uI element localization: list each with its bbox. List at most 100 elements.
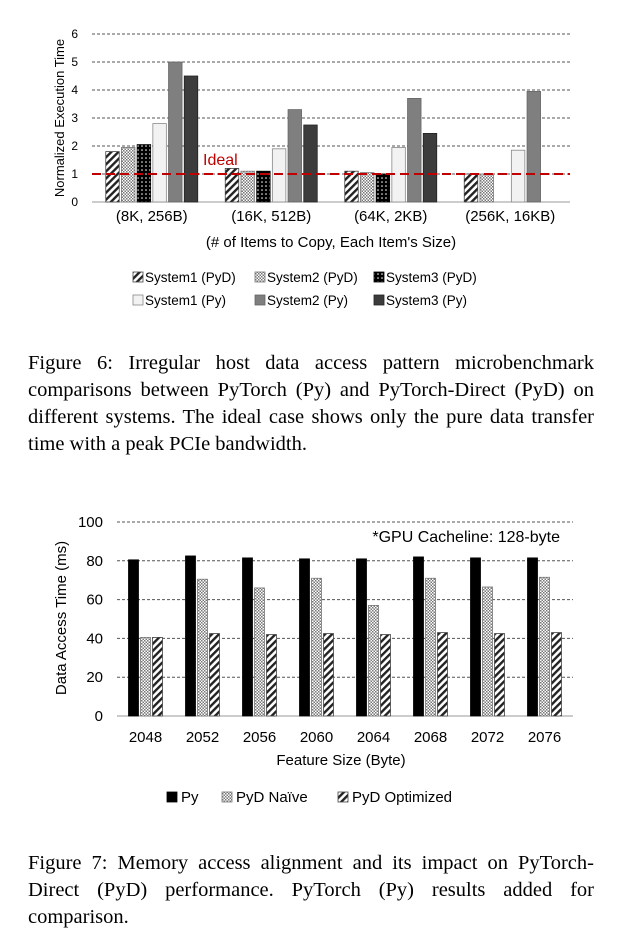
x-tick-label: 2064	[357, 729, 390, 746]
bar	[140, 637, 151, 717]
legend-swatch	[373, 271, 385, 283]
legend-label: System1 (PyD)	[145, 270, 236, 285]
bar	[105, 151, 120, 203]
y-tick-label: 60	[86, 592, 103, 609]
x-tick-label: 2056	[243, 729, 276, 746]
bar	[224, 167, 240, 203]
y-tick-label: 0	[95, 708, 103, 725]
bar	[356, 558, 367, 717]
x-tick-label: (16K, 512B)	[231, 208, 311, 225]
legend-swatch	[132, 271, 144, 283]
bar	[128, 559, 139, 717]
x-tick-label: 2072	[471, 729, 504, 746]
bar	[437, 632, 448, 717]
bar	[551, 632, 562, 717]
bar	[256, 170, 271, 203]
x-tick-label: (256K, 16KB)	[465, 208, 555, 225]
x-tick-labels: 2048 2052 2056 2060 2064 2068 2072 2076	[129, 729, 561, 746]
legend-swatch	[166, 791, 178, 803]
bar	[380, 634, 391, 717]
bar	[168, 61, 183, 203]
y-tick-label: 20	[86, 669, 103, 686]
legend-label: System3 (PyD)	[386, 270, 477, 285]
bar-marks	[105, 61, 541, 203]
legend-swatch	[373, 294, 385, 306]
bar	[183, 75, 199, 203]
x-tick-label: 2060	[300, 729, 333, 746]
y-tick-label: 3	[71, 111, 78, 125]
bar	[407, 98, 422, 203]
x-tick-label: (8K, 256B)	[116, 208, 188, 225]
bar	[323, 633, 334, 717]
bar	[526, 91, 541, 203]
y-tick-label: 100	[78, 514, 103, 531]
bar	[299, 558, 310, 717]
legend-label: System2 (Py)	[267, 293, 348, 308]
legend-label: Py	[181, 789, 199, 806]
bar	[463, 173, 479, 203]
figure-6-chart: 0 1 2 3 4 5 6 Ideal (8K, 256B) (16K, 512B) (64K,…	[52, 27, 570, 308]
legend-swatch	[254, 294, 266, 306]
y-axis-title: Data Access Time (ms)	[53, 541, 70, 695]
figure-6-caption: Figure 6: Irregular host data access pat…	[28, 352, 594, 455]
bar	[242, 557, 253, 717]
bar	[197, 578, 208, 717]
bar	[479, 173, 494, 203]
bar	[510, 149, 526, 203]
bar	[152, 123, 167, 203]
y-tick-labels: 0 20 40 60 80 100	[78, 514, 103, 725]
bar	[209, 633, 220, 717]
x-tick-labels: (8K, 256B) (16K, 512B) (64K, 2KB) (256K, 16…	[116, 208, 555, 225]
cacheline-note: *GPU Cacheline: 128-byte	[372, 529, 560, 546]
bar	[303, 124, 318, 203]
y-tick-label: 1	[71, 167, 78, 181]
bar	[271, 148, 287, 203]
bar-marks	[128, 555, 562, 717]
legend: Py PyD Naïve PyD Optimized	[166, 789, 452, 806]
y-tick-label: 2	[71, 139, 78, 153]
bar	[185, 555, 196, 717]
legend-label: System3 (Py)	[386, 293, 467, 308]
y-tick-labels: 0 1 2 3 4 5 6	[71, 27, 78, 209]
bar	[344, 170, 359, 203]
bar	[368, 605, 379, 717]
x-tick-label: 2076	[528, 729, 561, 746]
y-tick-label: 5	[71, 55, 78, 69]
bar	[360, 172, 375, 203]
x-tick-label: 2052	[186, 729, 219, 746]
legend-label: PyD Naïve	[236, 789, 308, 806]
y-tick-label: 80	[86, 553, 103, 570]
bar	[482, 586, 493, 717]
bar	[470, 557, 481, 717]
bar	[240, 170, 255, 203]
legend-label: PyD Optimized	[352, 789, 452, 806]
bar	[527, 557, 538, 717]
y-tick-label: 0	[71, 195, 78, 209]
y-tick-label: 4	[71, 83, 78, 97]
legend: System1 (PyD) System2 (PyD) System3 (PyD) S…	[132, 270, 477, 308]
legend-swatch	[132, 294, 144, 306]
figure-7-chart: 0 20 40 60 80 100 2048 2052 2056 2060 2064 2068 207…	[53, 514, 573, 806]
figure-7-caption: Figure 7: Memory access alignment and it…	[28, 852, 594, 928]
legend-label: System2 (PyD)	[267, 270, 358, 285]
bar	[422, 132, 438, 203]
bar	[494, 633, 505, 717]
x-axis-title: (# of Items to Copy, Each Item's Size)	[206, 234, 456, 251]
legend-swatch	[337, 791, 349, 803]
y-axis-title: Normalized Execution Time	[52, 39, 67, 197]
x-axis-title: Feature Size (Byte)	[276, 752, 405, 769]
x-tick-label: 2048	[129, 729, 162, 746]
bar	[413, 556, 424, 717]
bar	[254, 587, 265, 717]
legend-swatch	[254, 271, 266, 283]
x-tick-label: (64K, 2KB)	[354, 208, 427, 225]
bar	[266, 634, 277, 717]
x-tick-label: 2068	[414, 729, 447, 746]
bar	[425, 577, 436, 717]
bar	[152, 637, 163, 717]
legend-label: System1 (Py)	[145, 293, 226, 308]
bar	[539, 576, 550, 717]
y-tick-label: 6	[71, 27, 78, 41]
bar	[311, 577, 322, 717]
legend-swatch	[221, 791, 233, 803]
